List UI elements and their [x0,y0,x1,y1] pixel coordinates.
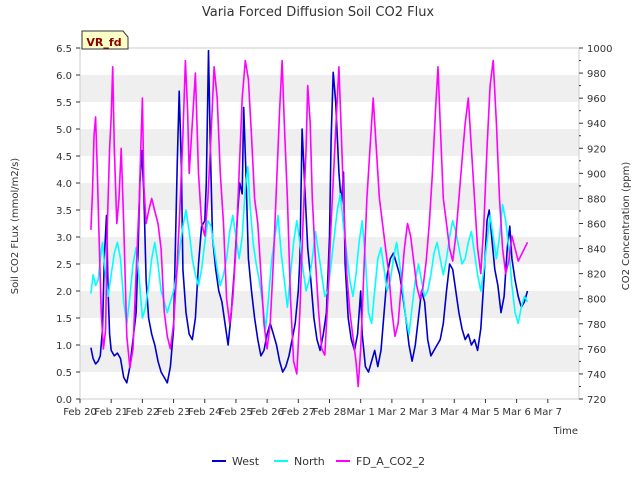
y-tick-label: 0.0 [56,395,72,406]
legend-item: North [274,455,325,468]
y-axis-label: Soil CO2 FLux (mmol/m2/s) [10,158,21,295]
site-badge: VR_fd [81,30,129,50]
series-lines [90,49,529,388]
legend-label: West [232,455,260,468]
x-tick-label: Mar 6 [502,407,530,418]
y2-tick-label: 760 [587,345,606,356]
legend-item: FD_A_CO2_2 [336,455,425,468]
y-tick-label: 2.5 [56,260,72,271]
x-tick-label: Feb 28 [313,407,347,418]
y-tick-label: 1.5 [56,314,72,325]
x-tick-label: Mar 5 [471,407,499,418]
x-axis-label: Time [553,426,578,437]
y-tick-label: 5.5 [56,98,72,109]
legend: West North FD_A_CO2_2 [212,455,425,468]
y2-tick-label: 840 [587,245,606,256]
y2-tick-label: 820 [587,270,606,281]
series-line-north [90,166,529,335]
y2-axis-label: CO2 Concentration (ppm) [621,162,632,291]
x-tick-label: Feb 22 [126,407,160,418]
y-tick-label: 1.0 [56,341,72,352]
x-tick-label: Feb 21 [94,407,128,418]
x-tick-label: Feb 26 [250,407,284,418]
y2-tick-label: 740 [587,370,606,381]
grid-bands [80,75,579,372]
y2-tick-label: 900 [587,169,606,180]
y2-tick-label: 720 [587,395,606,406]
series-line-fd-a-co2-2 [90,59,529,388]
y2-tick-label: 940 [587,119,606,130]
y2-tick-label: 880 [587,194,606,205]
y2-tick-label: 1000 [587,44,612,55]
legend-label: FD_A_CO2_2 [356,455,425,468]
x-tick-label: Feb 23 [157,407,191,418]
x-tick-label: Mar 4 [440,407,468,418]
y-tick-label: 4.5 [56,152,72,163]
series-line-west [90,49,529,384]
grid-band [80,75,579,102]
y2-tick-label: 860 [587,220,606,231]
y-tick-label: 5.0 [56,125,72,136]
y-tick-label: 3.5 [56,206,72,217]
legend-item: West [212,455,260,468]
site-badge-label: VR_fd [86,36,121,49]
left-axis: 0.0 0.5 1.0 1.5 2.0 2.5 3.0 3.5 4.0 4.5 5.0 5.5 6.0 6… [56,44,80,406]
grid-band [80,345,579,372]
x-tick-label: Mar 3 [409,407,437,418]
x-tick-label: Feb 27 [282,407,316,418]
x-tick-label: Feb 20 [63,407,97,418]
y-tick-label: 4.0 [56,179,72,190]
y-tick-label: 6.0 [56,71,72,82]
grid-band [80,129,579,156]
x-tick-label: Mar 1 [346,407,374,418]
y-tick-label: 6.5 [56,44,72,55]
y2-tick-label: 960 [587,94,606,105]
y2-tick-label: 980 [587,69,606,80]
chart-title: Varia Forced Diffusion Soil CO2 Flux [202,5,435,20]
x-tick-label: Mar 2 [378,407,406,418]
y2-tick-label: 800 [587,295,606,306]
right-axis: 720 740 760 780 800 820 840 860 880 900 920 940 960 9… [579,44,612,406]
y-tick-label: 3.0 [56,233,72,244]
legend-label: North [294,455,325,468]
y2-tick-label: 920 [587,144,606,155]
y-tick-label: 0.5 [56,368,72,379]
x-tick-label: Feb 25 [219,407,253,418]
y-tick-label: 2.0 [56,287,72,298]
y2-tick-label: 780 [587,320,606,331]
x-tick-label: Feb 24 [188,407,222,418]
x-tick-label: Mar 7 [534,407,562,418]
